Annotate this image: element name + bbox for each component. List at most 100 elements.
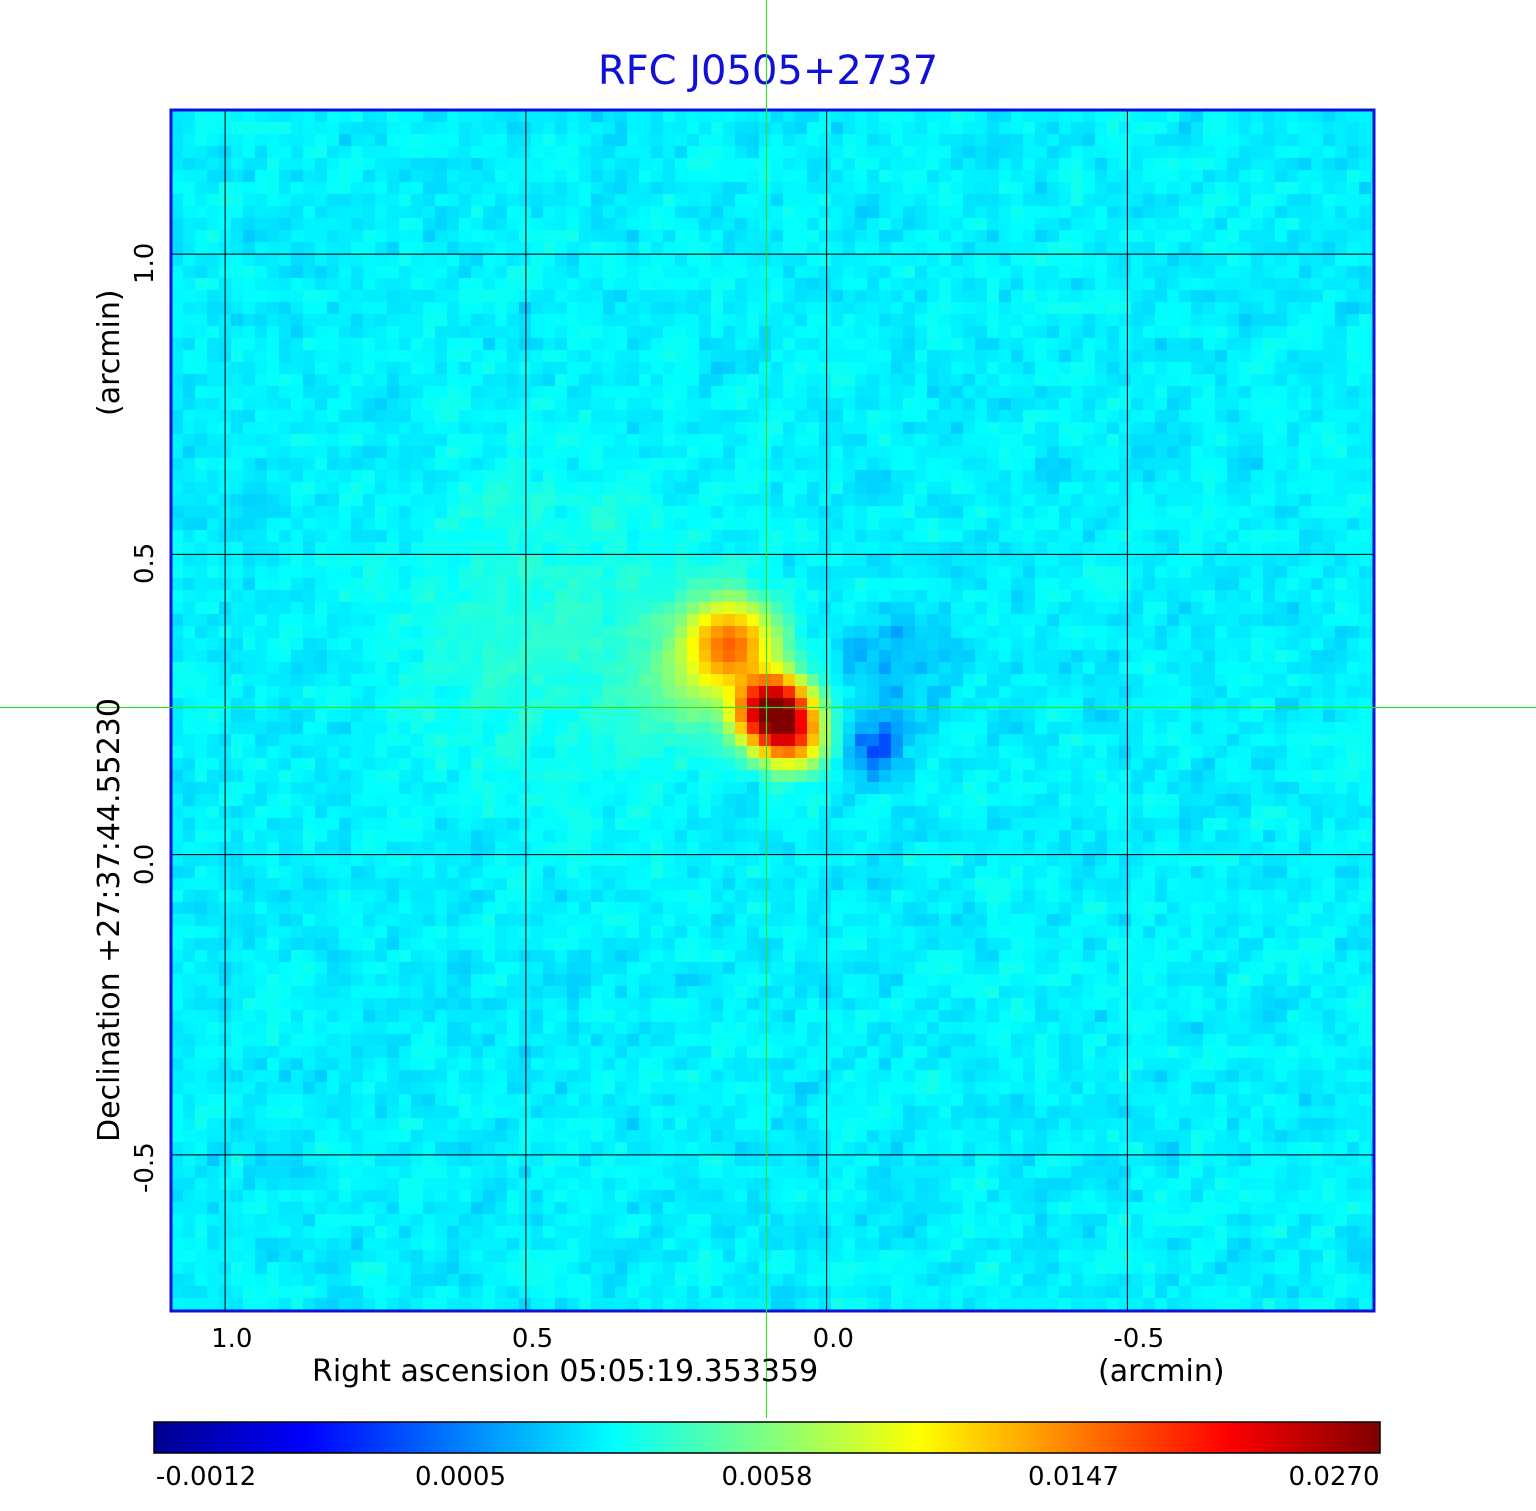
intensity-cell <box>939 158 952 171</box>
intensity-cell <box>951 362 964 375</box>
intensity-cell <box>1275 518 1288 531</box>
intensity-cell <box>1323 362 1336 375</box>
intensity-cell <box>711 434 724 447</box>
intensity-cell <box>243 458 256 471</box>
intensity-cell <box>831 122 844 135</box>
intensity-cell <box>819 590 832 603</box>
intensity-cell <box>867 146 880 159</box>
intensity-cell <box>495 242 508 255</box>
intensity-cell <box>939 506 952 519</box>
intensity-cell <box>867 242 880 255</box>
intensity-cell <box>915 494 928 507</box>
intensity-cell <box>363 578 376 591</box>
intensity-cell <box>1203 290 1216 303</box>
intensity-cell <box>639 314 652 327</box>
intensity-cell <box>1143 494 1156 507</box>
intensity-cell <box>1047 350 1060 363</box>
intensity-cell <box>687 686 700 699</box>
intensity-cell <box>1083 650 1096 663</box>
intensity-cell <box>1035 662 1048 675</box>
intensity-cell <box>195 614 208 627</box>
intensity-cell <box>867 218 880 231</box>
intensity-cell <box>663 566 676 579</box>
intensity-cell <box>903 278 916 291</box>
intensity-cell <box>1119 134 1132 147</box>
intensity-cell <box>927 134 940 147</box>
intensity-cell <box>711 638 724 651</box>
intensity-cell <box>183 494 196 507</box>
intensity-cell <box>987 542 1000 555</box>
intensity-cell <box>435 302 448 315</box>
intensity-cell <box>291 518 304 531</box>
intensity-cell <box>507 182 520 195</box>
intensity-cell <box>759 206 772 219</box>
intensity-cell <box>243 170 256 183</box>
intensity-cell <box>351 242 364 255</box>
intensity-cell <box>579 230 592 243</box>
intensity-cell <box>1131 650 1144 663</box>
intensity-cell <box>435 134 448 147</box>
intensity-cell <box>507 254 520 267</box>
intensity-cell <box>1107 290 1120 303</box>
intensity-cell <box>1359 374 1372 387</box>
intensity-cell <box>735 326 748 339</box>
intensity-cell <box>207 122 220 135</box>
intensity-cell <box>903 254 916 267</box>
intensity-cell <box>459 590 472 603</box>
intensity-cell <box>603 242 616 255</box>
intensity-cell <box>1359 626 1372 639</box>
intensity-cell <box>447 182 460 195</box>
intensity-cell <box>639 518 652 531</box>
intensity-cell <box>987 134 1000 147</box>
intensity-cell <box>243 122 256 135</box>
intensity-cell <box>543 374 556 387</box>
intensity-cell <box>891 182 904 195</box>
intensity-cell <box>171 314 184 327</box>
intensity-cell <box>963 374 976 387</box>
intensity-cell <box>471 134 484 147</box>
intensity-cell <box>1203 506 1216 519</box>
intensity-cell <box>903 146 916 159</box>
intensity-cell <box>471 338 484 351</box>
intensity-cell <box>615 326 628 339</box>
intensity-cell <box>1023 590 1036 603</box>
intensity-cell <box>1359 494 1372 507</box>
intensity-cell <box>183 578 196 591</box>
intensity-cell <box>483 110 496 123</box>
intensity-cell <box>1215 398 1228 411</box>
intensity-cell <box>699 206 712 219</box>
intensity-cell <box>507 374 520 387</box>
intensity-cell <box>663 518 676 531</box>
intensity-cell <box>363 362 376 375</box>
intensity-cell <box>675 518 688 531</box>
intensity-cell <box>891 590 904 603</box>
intensity-cell <box>903 182 916 195</box>
intensity-cell <box>1119 674 1132 687</box>
intensity-cell <box>1347 134 1360 147</box>
intensity-cell <box>303 494 316 507</box>
intensity-cell <box>579 182 592 195</box>
intensity-cell <box>519 686 532 699</box>
intensity-cell <box>267 122 280 135</box>
intensity-cell <box>771 242 784 255</box>
intensity-cell <box>867 326 880 339</box>
intensity-cell <box>351 266 364 279</box>
intensity-cell <box>963 170 976 183</box>
intensity-cell <box>951 626 964 639</box>
intensity-cell <box>831 158 844 171</box>
intensity-cell <box>1167 338 1180 351</box>
intensity-cell <box>771 446 784 459</box>
intensity-cell <box>663 470 676 483</box>
intensity-cell <box>603 326 616 339</box>
intensity-cell <box>951 494 964 507</box>
intensity-cell <box>711 494 724 507</box>
intensity-cell <box>735 530 748 543</box>
intensity-cell <box>1047 482 1060 495</box>
intensity-cell <box>1131 194 1144 207</box>
intensity-cell <box>1083 398 1096 411</box>
intensity-cell <box>591 422 604 435</box>
intensity-cell <box>1227 374 1240 387</box>
intensity-cell <box>1323 650 1336 663</box>
intensity-cell <box>471 362 484 375</box>
intensity-cell <box>759 686 772 699</box>
